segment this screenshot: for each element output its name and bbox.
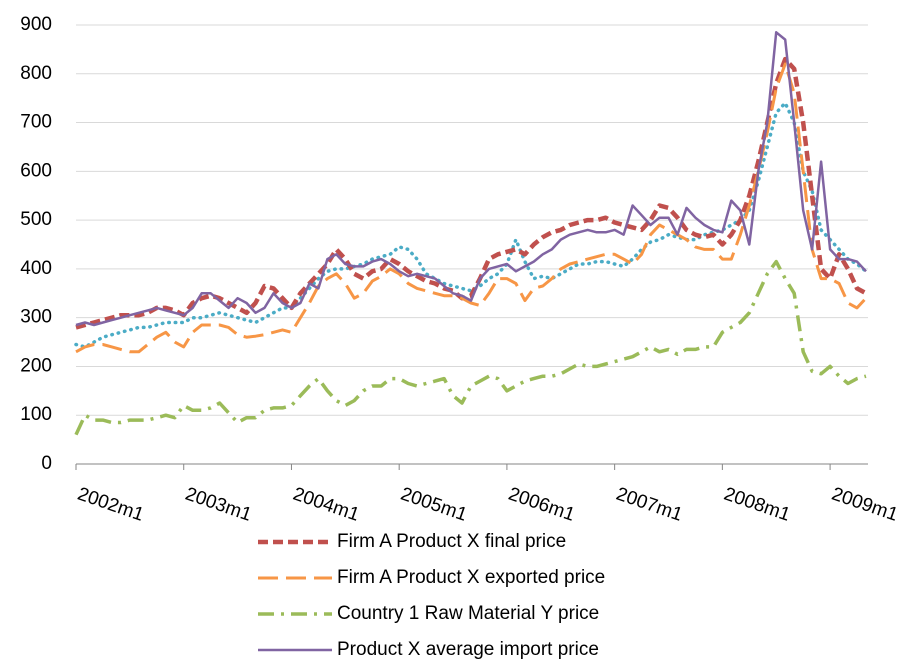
x-tick-label: 2002m1 [75, 484, 147, 526]
series-line [75, 31, 867, 327]
legend-label: Country 1 Raw Material Y price [337, 603, 599, 624]
series-line [75, 56, 868, 330]
series-line [74, 101, 868, 349]
series-line [74, 259, 867, 436]
y-tick-label: 100 [20, 404, 52, 425]
legend-label: Firm A Product X final price [337, 531, 566, 552]
y-tick-label: 200 [20, 355, 52, 376]
x-tick-label: 2009m1 [829, 484, 901, 526]
y-tick-label: 300 [20, 307, 52, 328]
y-tick-label: 600 [20, 160, 52, 181]
series-line [75, 62, 868, 354]
x-tick-label: 2004m1 [290, 484, 362, 526]
y-tick-label: 800 [20, 63, 52, 84]
legend-label: Firm A Product X exported price [337, 567, 605, 588]
x-tick-label: 2008m1 [721, 484, 793, 526]
x-tick-label: 2005m1 [398, 484, 470, 526]
x-tick-label: 2006m1 [506, 484, 578, 526]
x-tick-label: 2003m1 [182, 484, 254, 526]
x-tick-label: 2007m1 [613, 484, 685, 526]
legend-label: Product X average import price [337, 639, 599, 660]
y-tick-label: 500 [20, 209, 52, 230]
y-tick-label: 900 [20, 14, 52, 35]
y-tick-label: 0 [41, 453, 52, 474]
y-tick-label: 400 [20, 258, 52, 279]
y-tick-label: 700 [20, 112, 52, 133]
